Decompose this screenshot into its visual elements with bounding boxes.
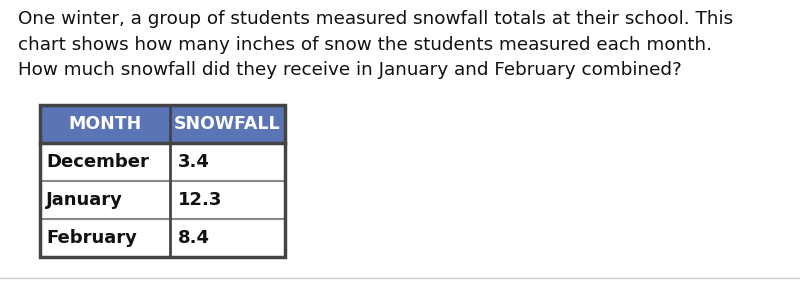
Text: 3.4: 3.4 bbox=[178, 153, 210, 171]
Text: December: December bbox=[46, 153, 149, 171]
Text: January: January bbox=[46, 191, 123, 209]
Text: SNOWFALL: SNOWFALL bbox=[174, 115, 281, 133]
Bar bbox=[40, 105, 285, 257]
Text: One winter, a group of students measured snowfall totals at their school. This
c: One winter, a group of students measured… bbox=[18, 10, 733, 80]
Text: February: February bbox=[46, 229, 137, 247]
Text: 8.4: 8.4 bbox=[178, 229, 210, 247]
Bar bbox=[40, 105, 285, 143]
Text: 12.3: 12.3 bbox=[178, 191, 222, 209]
Text: MONTH: MONTH bbox=[68, 115, 142, 133]
